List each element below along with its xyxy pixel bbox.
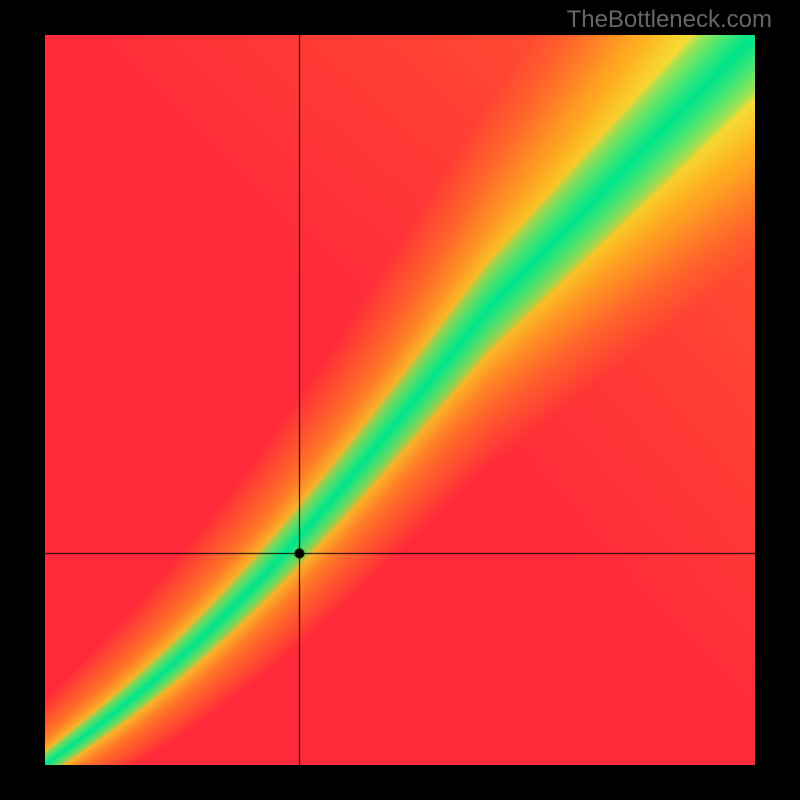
watermark-text: TheBottleneck.com [567,6,772,34]
bottleneck-heatmap-plot [45,35,755,765]
